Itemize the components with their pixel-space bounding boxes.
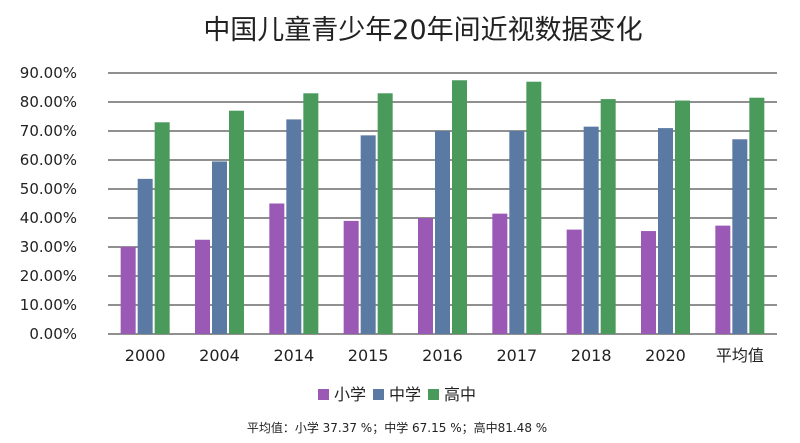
x-tick-label: 2016 (422, 346, 463, 365)
bar-中学-2015 (360, 135, 376, 334)
bar-中学-2017 (509, 131, 525, 334)
bar-中学-2014 (286, 119, 302, 335)
bar-高中-2015 (377, 93, 393, 334)
x-tick-label: 2014 (273, 346, 314, 365)
bar-小学-2000 (120, 247, 136, 334)
x-tick-label: 2020 (645, 346, 686, 365)
bar-中学-2016 (435, 131, 450, 334)
legend-label: 高中 (444, 385, 476, 404)
bar-高中-平均值 (749, 97, 765, 334)
bar-中学-2018 (583, 126, 599, 335)
x-tick-label: 平均值 (716, 346, 764, 365)
bar-小学-2018 (566, 229, 582, 334)
y-tick-label: 20.00% (20, 267, 77, 285)
chart-title: 中国儿童青少年20年间近视数据变化 (203, 15, 642, 46)
footnote: 平均值：小学 37.37 %；中学 67.15 %；高中81.48 % (247, 420, 547, 435)
bar-小学-2004 (195, 239, 210, 334)
bar-高中-2016 (452, 80, 467, 334)
bar-中学-2020 (658, 128, 673, 334)
bar-高中-2014 (303, 93, 319, 334)
y-tick-label: 80.00% (20, 93, 77, 111)
legend-swatch-高中 (428, 389, 439, 400)
bar-高中-2004 (229, 110, 244, 334)
legend-label: 中学 (389, 385, 421, 404)
legend-swatch-小学 (318, 389, 329, 400)
bar-小学-平均值 (715, 225, 731, 334)
bar-高中-2018 (600, 99, 616, 334)
x-axis-labels: 2000 2004 2014 2015 2016 2017 2018 2020 平均值 (125, 346, 764, 365)
x-tick-label: 2015 (348, 346, 389, 365)
bar-小学-2016 (418, 218, 433, 334)
y-tick-label: 70.00% (20, 122, 77, 140)
x-tick-label: 2004 (199, 346, 240, 365)
bar-高中-2000 (154, 122, 170, 334)
y-tick-label: 30.00% (20, 238, 77, 256)
bar-中学-平均值 (732, 139, 748, 334)
bar-小学-2017 (492, 213, 508, 334)
y-tick-label: 60.00% (20, 151, 77, 169)
y-tick-label: 40.00% (20, 209, 77, 227)
legend: 小学 中学 高中 (318, 385, 476, 404)
y-tick-label: 10.00% (20, 296, 77, 314)
bar-高中-2020 (675, 100, 690, 334)
bar-小学-2014 (269, 203, 285, 334)
y-tick-label: 0.00% (29, 325, 77, 343)
x-tick-label: 2018 (571, 346, 612, 365)
x-tick-label: 2017 (496, 346, 537, 365)
legend-swatch-中学 (373, 389, 384, 400)
y-axis-ticks: 0.00% 10.00% 20.00% 30.00% 40.00% 50.00% 60.00… (20, 64, 77, 343)
bar-中学-2000 (137, 178, 153, 334)
y-tick-label: 50.00% (20, 180, 77, 198)
bar-高中-2017 (526, 81, 542, 334)
y-tick-label: 90.00% (20, 64, 77, 82)
bar-小学-2015 (343, 220, 359, 334)
bars (120, 80, 765, 335)
legend-label: 小学 (334, 385, 366, 404)
bar-中学-2004 (212, 161, 227, 334)
x-tick-label: 2000 (125, 346, 166, 365)
bar-小学-2020 (641, 231, 656, 334)
